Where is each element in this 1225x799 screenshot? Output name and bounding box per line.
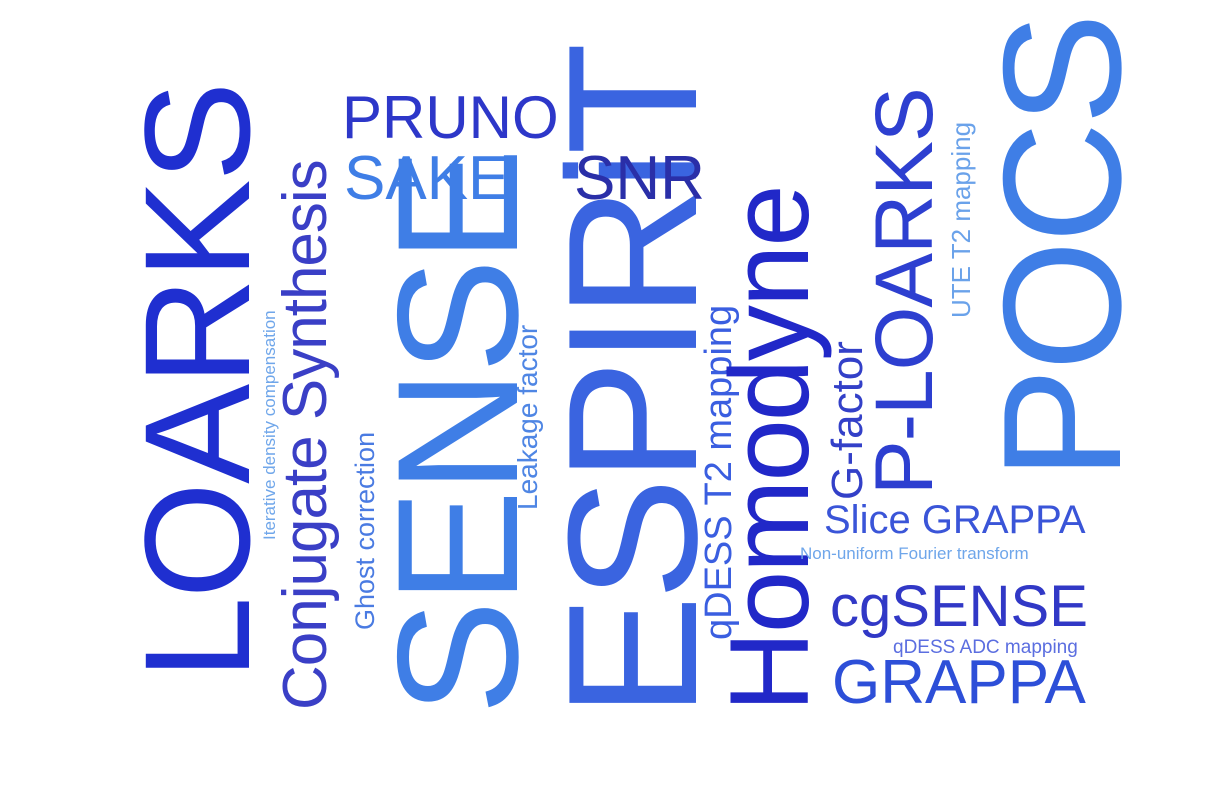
word-slice-grappa: Slice GRAPPA [824,498,1086,542]
word-non-uniform-fourier-transform: Non-uniform Fourier transform [800,544,1029,563]
word-snr: SNR [574,144,705,213]
word-loarks: LOARKS [113,83,281,680]
word-grappa: GRAPPA [832,648,1086,717]
word-pocs: POCS [968,15,1156,480]
word-cgsense: cgSENSE [830,574,1088,639]
word-pruno: PRUNO [342,84,559,151]
word-qdess-adc-mapping: qDESS ADC mapping [893,637,1078,658]
word-homodyne: Homodyne [707,186,832,712]
word-sake: SAKE [344,144,510,213]
word-p-loarks: P-LOARKS [859,88,950,495]
word-conjugate-synthesis: Conjugate Synthesis [271,160,340,710]
